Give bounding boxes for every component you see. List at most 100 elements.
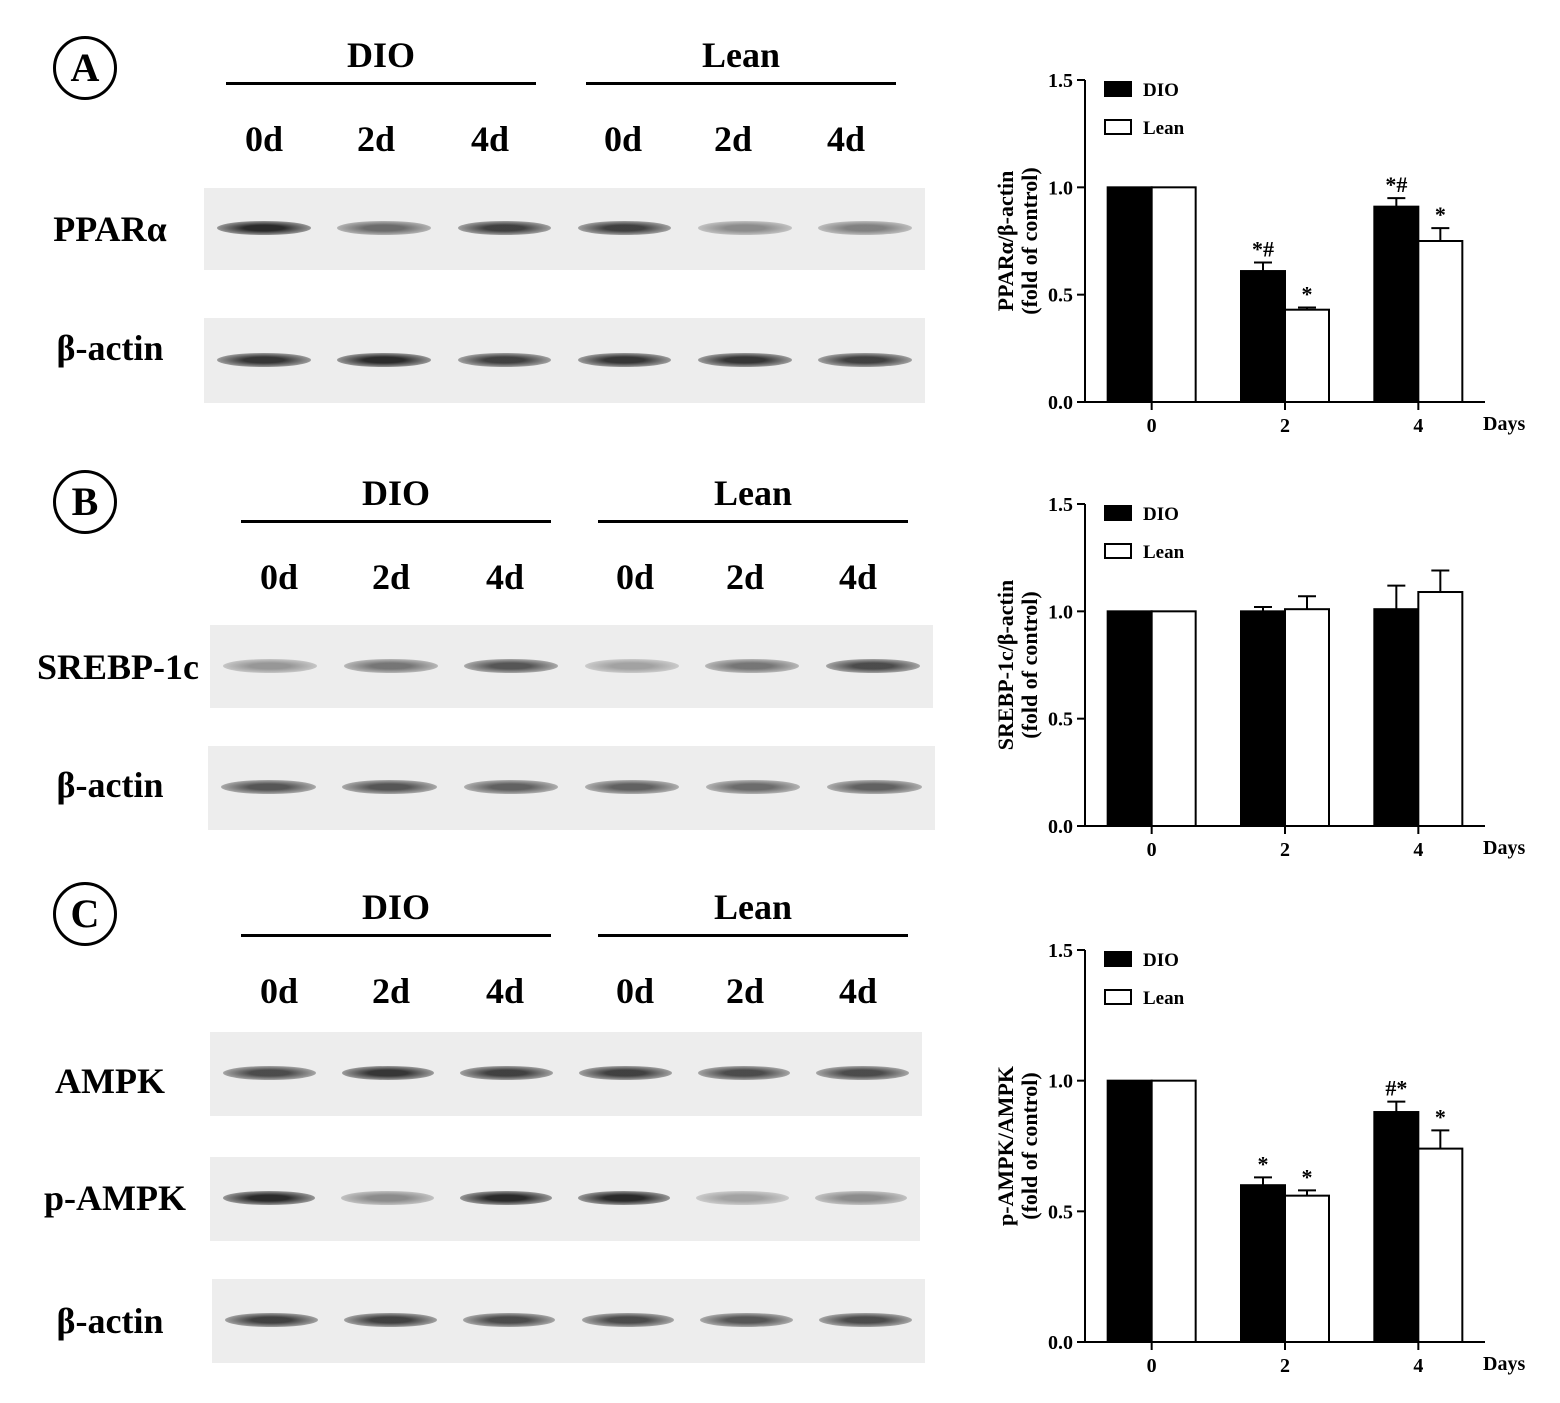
- western-blot-strip: [204, 318, 925, 403]
- bar: [1150, 610, 1197, 828]
- protein-band: [221, 780, 316, 794]
- protein-band: [457, 221, 552, 235]
- x-tick-label: 4: [1413, 839, 1423, 861]
- y-axis-label-line: (fold of control): [1017, 167, 1042, 314]
- bar: [1284, 1194, 1330, 1343]
- lane-label: 0d: [615, 557, 655, 597]
- protein-band: [459, 1191, 552, 1205]
- x-tick-label: 0: [1147, 415, 1157, 437]
- protein-band: [343, 1313, 437, 1327]
- protein-band: [577, 221, 672, 235]
- group-label-dio: DIO: [346, 35, 415, 75]
- bar-chart: p-AMPK/AMPK(fold of control) 0.0 0.5 1.0 1.5…: [993, 940, 1525, 1377]
- protein-label: AMPK: [55, 1061, 165, 1101]
- protein-band: [584, 658, 679, 673]
- x-tick-label: 0: [1147, 1355, 1157, 1377]
- western-blot-strip: [210, 1032, 922, 1116]
- legend-label: DIO: [1143, 504, 1179, 525]
- x-tick-label: 0: [1147, 839, 1157, 861]
- protein-band: [579, 1066, 672, 1080]
- protein-band: [814, 1191, 907, 1205]
- lane-label: 2d: [725, 557, 765, 597]
- legend-swatch: [1104, 505, 1132, 521]
- bar-chart: SREBP-1c/β-actin(fold of control) 0.0 0.5 1…: [993, 494, 1525, 861]
- protein-band: [816, 1066, 909, 1080]
- western-blot-strip: [212, 1279, 925, 1363]
- group-label-dio: DIO: [361, 887, 430, 927]
- significance-label: *: [1435, 202, 1446, 227]
- protein-band: [705, 780, 801, 794]
- lane-label: 2d: [725, 971, 765, 1011]
- lane-label: 4d: [470, 119, 510, 159]
- bar: [1373, 1111, 1420, 1343]
- significance-label: *: [1258, 1151, 1269, 1176]
- y-tick-label: 0.0: [1048, 1332, 1073, 1354]
- bar-chart: PPARα/β-actin(fold of control) 0.0 0.5 1.0 1…: [993, 70, 1525, 437]
- western-blot-strip: [208, 746, 935, 830]
- x-tick-label: 2: [1280, 1355, 1290, 1377]
- y-tick-label: 1.0: [1048, 177, 1073, 199]
- group-divider: [241, 934, 551, 937]
- protein-band: [825, 658, 920, 673]
- protein-label: p-AMPK: [44, 1178, 186, 1218]
- lane-label: 4d: [826, 119, 866, 159]
- y-axis-label-line: (fold of control): [1017, 1072, 1042, 1219]
- group-divider: [586, 82, 896, 85]
- x-axis-label: Days: [1483, 837, 1525, 859]
- lane-label: 0d: [603, 119, 643, 159]
- group-label-lean: Lean: [701, 35, 780, 75]
- x-tick-label: 2: [1280, 415, 1290, 437]
- y-tick-label: 0.5: [1048, 285, 1073, 307]
- group-label-dio: DIO: [361, 473, 430, 513]
- legend-swatch: [1104, 119, 1132, 135]
- protein-band: [584, 780, 680, 794]
- bar: [1106, 610, 1153, 828]
- protein-band: [223, 658, 318, 673]
- significance-label: *: [1302, 282, 1313, 307]
- group-divider: [226, 82, 536, 85]
- panel-letter: B: [53, 470, 117, 534]
- x-tick-label: 4: [1413, 415, 1423, 437]
- y-axis-label-line: SREBP-1c/β-actin: [993, 580, 1018, 750]
- bar: [1240, 610, 1286, 828]
- protein-band: [818, 352, 912, 367]
- legend-swatch: [1104, 951, 1132, 967]
- significance-label: *: [1435, 1104, 1446, 1129]
- protein-band: [696, 1191, 789, 1205]
- y-axis-label: PPARα/β-actin(fold of control): [993, 167, 1042, 314]
- protein-band: [343, 658, 438, 673]
- legend-swatch: [1104, 543, 1132, 559]
- y-tick-label: 0.0: [1048, 392, 1073, 414]
- significance-label: *#: [1385, 172, 1407, 197]
- protein-band: [217, 221, 311, 235]
- protein-band: [697, 352, 792, 367]
- protein-band: [337, 352, 432, 367]
- protein-band: [577, 352, 672, 367]
- protein-band: [223, 1066, 316, 1080]
- significance-label: *#: [1252, 236, 1274, 261]
- protein-band: [460, 1066, 553, 1080]
- protein-band: [223, 1191, 316, 1205]
- protein-band: [337, 221, 432, 235]
- bar: [1417, 1147, 1464, 1343]
- legend-label: Lean: [1143, 118, 1185, 139]
- x-tick-label: 4: [1413, 1355, 1423, 1377]
- y-tick-label: 1.5: [1048, 494, 1073, 516]
- significance-label: #*: [1385, 1076, 1407, 1101]
- significance-label: *: [1302, 1164, 1313, 1189]
- protein-band: [827, 780, 922, 794]
- y-axis-label-line: p-AMPK/AMPK: [993, 1066, 1018, 1226]
- western-blot-strip: [210, 625, 933, 708]
- protein-band: [705, 658, 800, 673]
- protein-label: β-actin: [56, 328, 164, 368]
- bar: [1417, 240, 1464, 403]
- lane-label: 4d: [838, 971, 878, 1011]
- protein-band: [697, 1066, 791, 1080]
- protein-band: [462, 1313, 556, 1327]
- panel-letter: A: [53, 36, 117, 100]
- protein-band: [225, 1313, 318, 1327]
- legend-swatch: [1104, 989, 1132, 1005]
- x-tick-label: 2: [1280, 839, 1290, 861]
- legend-label: DIO: [1143, 950, 1179, 971]
- lane-label: 4d: [485, 971, 525, 1011]
